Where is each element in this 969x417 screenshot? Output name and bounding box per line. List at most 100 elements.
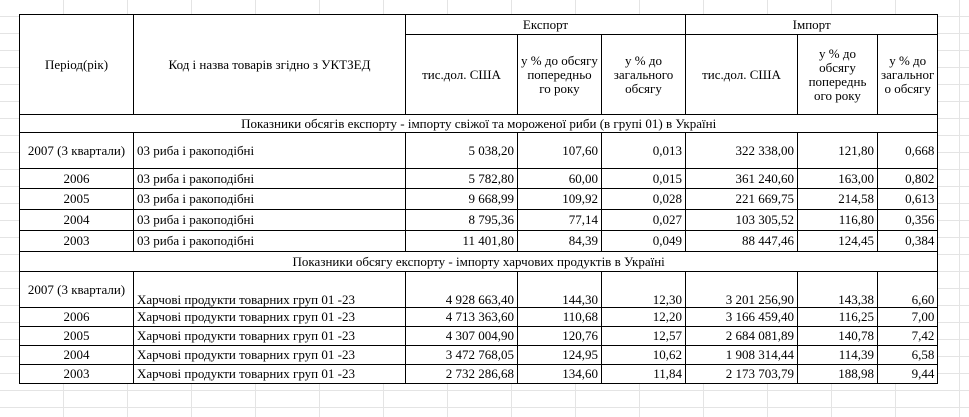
cell-imp-share[interactable]: 7,00 (876, 307, 939, 327)
cell-name[interactable]: Харчові продукти товарних груп 01 -23 (133, 345, 406, 365)
section2-title[interactable]: Показники обсягу експорту - імпорту харч… (18, 251, 939, 272)
cell-exp-share[interactable]: 0,049 (601, 230, 686, 252)
cell-exp-usd[interactable]: 11 401,80 (405, 230, 518, 252)
cell-exp-share[interactable]: 10,62 (601, 345, 686, 365)
header-code-name[interactable]: Код і назва товарів згідно з УКТЗЕД (133, 14, 406, 115)
table-row: 2003 03 риба і ракоподібні 11 401,80 84,… (19, 230, 939, 252)
cell-exp-share[interactable]: 0,013 (601, 132, 686, 169)
cell-exp-usd[interactable]: 5 782,80 (405, 168, 518, 189)
cell-imp-usd[interactable]: 1 908 314,44 (685, 345, 798, 365)
cell-name[interactable]: 03 риба і ракоподібні (133, 168, 406, 189)
cell-period[interactable]: 2006 (19, 168, 134, 189)
cell-imp-usd[interactable]: 3 201 256,90 (685, 271, 798, 308)
cell-imp-share[interactable]: 6,58 (876, 345, 939, 365)
trade-table: Період(рік) Код і назва товарів згідно з… (18, 14, 939, 384)
cell-name[interactable]: 03 риба і ракоподібні (133, 209, 406, 231)
table-row: 2007 (3 квартали) 03 риба і ракоподібні … (19, 132, 939, 169)
cell-imp-prev[interactable]: 116,80 (797, 209, 878, 231)
cell-imp-prev[interactable]: 114,39 (797, 345, 878, 365)
cell-period[interactable]: 2007 (3 квартали) (19, 132, 134, 169)
header-imp-prev[interactable]: у % до обсягу попереднь ого року (797, 34, 878, 115)
cell-period[interactable]: 2003 (19, 364, 134, 384)
cell-exp-prev[interactable]: 134,60 (517, 364, 602, 384)
section-title-row: Показники обсягів експорту - імпорту сві… (18, 114, 939, 133)
cell-imp-share[interactable]: 0,802 (876, 168, 939, 189)
header-exp-share[interactable]: у % до загального обсягу (601, 34, 686, 115)
cell-imp-share[interactable]: 6,60 (876, 271, 939, 308)
cell-exp-prev[interactable]: 124,95 (517, 345, 602, 365)
cell-exp-usd[interactable]: 4 928 663,40 (405, 271, 518, 308)
header-import[interactable]: Імпорт (684, 14, 939, 35)
cell-imp-share[interactable]: 7,42 (876, 326, 939, 346)
header-imp-share[interactable]: у % до загальног о обсягу (876, 34, 939, 115)
cell-exp-prev[interactable]: 84,39 (517, 230, 602, 252)
cell-name[interactable]: 03 риба і ракоподібні (133, 132, 406, 169)
cell-imp-prev[interactable]: 116,25 (797, 307, 878, 327)
cell-name[interactable]: 03 риба і ракоподібні (133, 230, 406, 252)
cell-imp-usd[interactable]: 2 173 703,79 (685, 364, 798, 384)
cell-name[interactable]: Харчові продукти товарних груп 01 -23 (133, 271, 406, 308)
cell-period[interactable]: 2004 (19, 345, 134, 365)
cell-exp-share[interactable]: 0,015 (601, 168, 686, 189)
cell-exp-prev[interactable]: 120,76 (517, 326, 602, 346)
cell-name[interactable]: Харчові продукти товарних груп 01 -23 (133, 326, 406, 346)
header-period[interactable]: Період(рік) (19, 14, 134, 115)
cell-exp-prev[interactable]: 77,14 (517, 209, 602, 231)
cell-exp-usd[interactable]: 4 713 363,60 (405, 307, 518, 327)
cell-imp-usd[interactable]: 361 240,60 (685, 168, 798, 189)
header-exp-usd[interactable]: тис.дол. США (405, 34, 518, 115)
cell-exp-share[interactable]: 0,027 (601, 209, 686, 231)
cell-period[interactable]: 2005 (19, 188, 134, 210)
cell-name[interactable]: 03 риба і ракоподібні (133, 188, 406, 210)
cell-exp-share[interactable]: 12,57 (601, 326, 686, 346)
cell-exp-share[interactable]: 12,20 (601, 307, 686, 327)
cell-exp-share[interactable]: 12,30 (601, 271, 686, 308)
cell-imp-usd[interactable]: 322 338,00 (685, 132, 798, 169)
cell-period[interactable]: 2005 (19, 326, 134, 346)
cell-imp-share[interactable]: 0,668 (876, 132, 939, 169)
cell-exp-usd[interactable]: 5 038,20 (405, 132, 518, 169)
cell-period[interactable]: 2004 (19, 209, 134, 231)
header-exp-prev[interactable]: у % до обсягу попередньо го року (517, 34, 602, 115)
cell-exp-share[interactable]: 11,84 (601, 364, 686, 384)
cell-exp-share[interactable]: 0,028 (601, 188, 686, 210)
cell-imp-prev[interactable]: 188,98 (797, 364, 878, 384)
cell-imp-prev[interactable]: 140,78 (797, 326, 878, 346)
cell-imp-prev[interactable]: 143,38 (797, 271, 878, 308)
cell-period[interactable]: 2003 (19, 230, 134, 252)
cell-imp-share[interactable]: 0,384 (876, 230, 939, 252)
cell-imp-share[interactable]: 0,356 (876, 209, 939, 231)
cell-exp-prev[interactable]: 60,00 (517, 168, 602, 189)
cell-exp-usd[interactable]: 9 668,99 (405, 188, 518, 210)
header-imp-usd[interactable]: тис.дол. США (685, 34, 798, 115)
cell-imp-share[interactable]: 9,44 (876, 364, 939, 384)
section1-title[interactable]: Показники обсягів експорту - імпорту сві… (18, 114, 939, 133)
cell-exp-usd[interactable]: 8 795,36 (405, 209, 518, 231)
header-export[interactable]: Експорт (405, 14, 686, 35)
cell-imp-prev[interactable]: 121,80 (797, 132, 878, 169)
cell-imp-prev[interactable]: 214,58 (797, 188, 878, 210)
table-row: 2005 Харчові продукти товарних груп 01 -… (19, 326, 939, 346)
cell-imp-usd[interactable]: 221 669,75 (685, 188, 798, 210)
table-body: Період(рік) Код і назва товарів згідно з… (18, 14, 939, 384)
table-row: 2007 (3 квартали) Харчові продукти товар… (19, 271, 939, 308)
cell-exp-prev[interactable]: 107,60 (517, 132, 602, 169)
cell-exp-prev[interactable]: 109,92 (517, 188, 602, 210)
section-title-row: Показники обсягу експорту - імпорту харч… (18, 251, 939, 272)
cell-imp-share[interactable]: 0,613 (876, 188, 939, 210)
cell-exp-prev[interactable]: 110,68 (517, 307, 602, 327)
cell-imp-prev[interactable]: 124,45 (797, 230, 878, 252)
cell-period[interactable]: 2007 (3 квартали) (19, 271, 134, 308)
cell-name[interactable]: Харчові продукти товарних груп 01 -23 (133, 364, 406, 384)
cell-name[interactable]: Харчові продукти товарних груп 01 -23 (133, 307, 406, 327)
cell-imp-usd[interactable]: 88 447,46 (685, 230, 798, 252)
cell-period[interactable]: 2006 (19, 307, 134, 327)
cell-imp-prev[interactable]: 163,00 (797, 168, 878, 189)
cell-exp-usd[interactable]: 4 307 004,90 (405, 326, 518, 346)
cell-imp-usd[interactable]: 3 166 459,40 (685, 307, 798, 327)
cell-imp-usd[interactable]: 2 684 081,89 (685, 326, 798, 346)
cell-exp-prev[interactable]: 144,30 (517, 271, 602, 308)
cell-exp-usd[interactable]: 3 472 768,05 (405, 345, 518, 365)
cell-imp-usd[interactable]: 103 305,52 (685, 209, 798, 231)
cell-exp-usd[interactable]: 2 732 286,68 (405, 364, 518, 384)
